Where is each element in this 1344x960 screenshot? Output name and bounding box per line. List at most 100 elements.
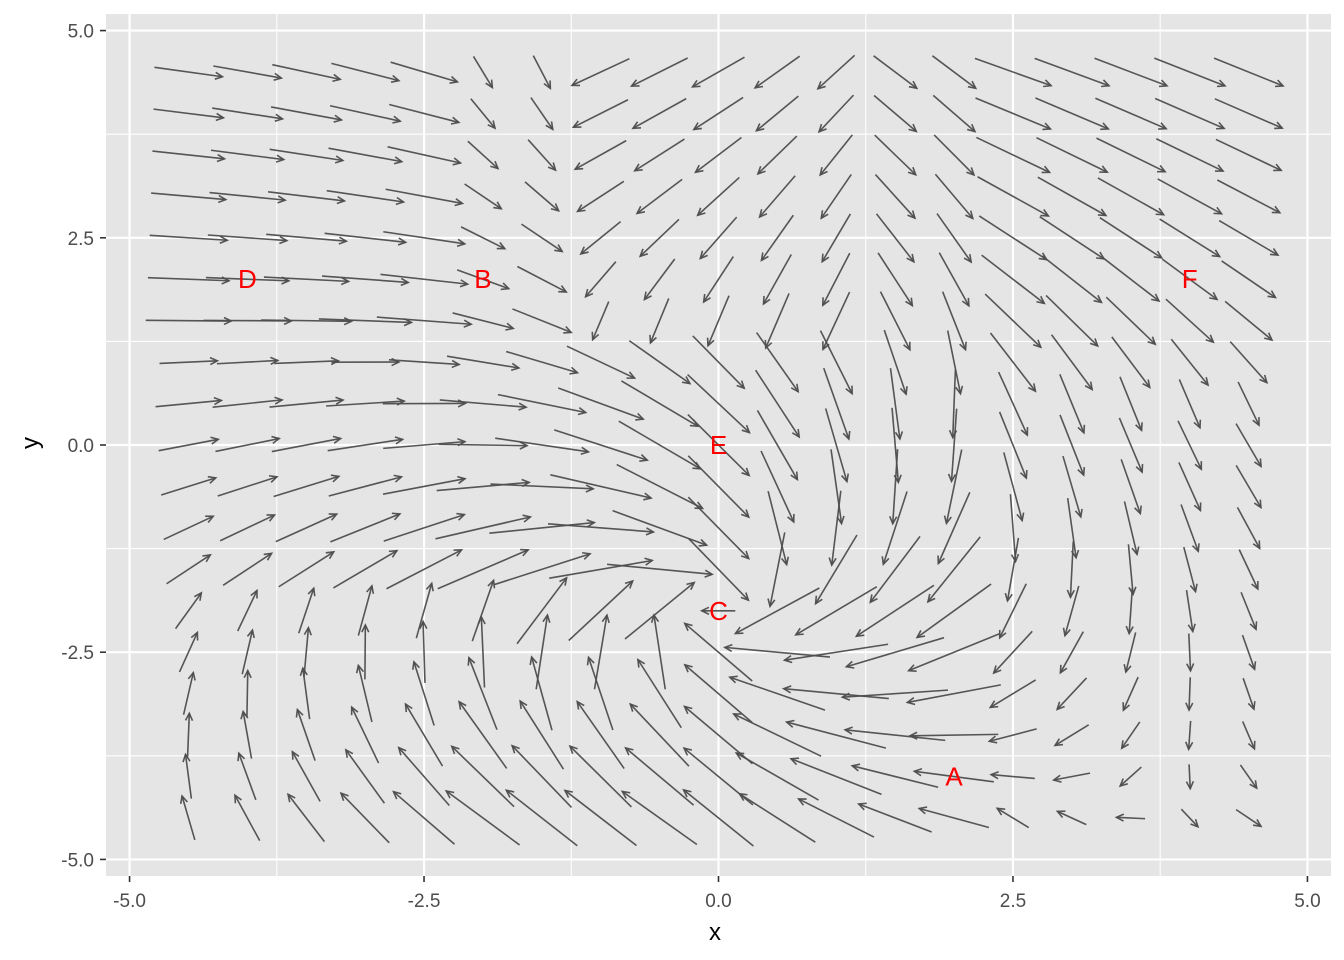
field-arrow bbox=[272, 63, 342, 82]
field-arrow bbox=[299, 666, 311, 720]
field-arrow bbox=[261, 317, 354, 326]
field-arrow bbox=[517, 265, 568, 293]
field-arrow bbox=[547, 523, 656, 536]
field-arrow bbox=[380, 273, 470, 288]
field-arrow bbox=[1034, 57, 1111, 88]
field-arrow bbox=[854, 584, 935, 638]
field-arrow bbox=[728, 675, 826, 711]
field-arrow bbox=[297, 586, 316, 634]
field-arrow bbox=[936, 213, 973, 264]
field-arrow bbox=[926, 536, 981, 604]
field-arrow bbox=[946, 330, 964, 396]
field-arrow bbox=[1177, 420, 1203, 471]
field-arrow bbox=[1102, 256, 1161, 303]
field-arrow bbox=[1178, 462, 1202, 513]
field-arrow bbox=[286, 792, 326, 843]
field-arrow bbox=[553, 429, 649, 463]
field-arrow bbox=[163, 515, 215, 541]
field-arrow bbox=[1059, 374, 1086, 435]
field-arrow bbox=[467, 140, 500, 170]
field-arrow bbox=[1242, 677, 1256, 711]
field-arrow bbox=[1157, 178, 1224, 215]
field-arrow bbox=[850, 763, 939, 789]
field-arrow bbox=[905, 684, 1001, 706]
field-arrow bbox=[593, 613, 610, 690]
field-arrow bbox=[390, 61, 460, 84]
field-arrow bbox=[1111, 336, 1151, 389]
field-arrow bbox=[816, 54, 856, 90]
field-arrow bbox=[222, 552, 274, 586]
field-arrow bbox=[213, 65, 284, 81]
field-arrow bbox=[696, 176, 740, 217]
field-arrow bbox=[570, 57, 630, 87]
field-arrow bbox=[586, 655, 614, 731]
field-arrow bbox=[1183, 546, 1198, 594]
field-arrow bbox=[683, 663, 753, 724]
field-arrow bbox=[682, 788, 754, 847]
field-arrow bbox=[1120, 459, 1142, 516]
field-arrow bbox=[579, 221, 622, 256]
field-arrow bbox=[464, 183, 503, 210]
field-arrow bbox=[755, 332, 800, 394]
field-arrow bbox=[1236, 506, 1261, 551]
field-arrow bbox=[415, 581, 434, 639]
field-arrow bbox=[303, 625, 313, 677]
field-arrow bbox=[1114, 813, 1146, 822]
field-arrow bbox=[989, 332, 1037, 393]
field-arrow bbox=[152, 150, 227, 163]
field-arrow bbox=[756, 135, 798, 176]
field-arrow bbox=[519, 699, 565, 770]
y-tick-label: 2.5 bbox=[68, 229, 94, 250]
field-arrow bbox=[1094, 57, 1169, 88]
field-arrow bbox=[166, 553, 212, 585]
field-arrow bbox=[830, 449, 845, 526]
field-arrow bbox=[873, 55, 919, 90]
field-arrow bbox=[879, 291, 911, 352]
field-arrow bbox=[998, 411, 1028, 480]
field-arrow bbox=[1105, 296, 1157, 346]
field-arrow bbox=[948, 369, 958, 440]
field-arrow bbox=[510, 744, 573, 808]
field-arrow bbox=[981, 254, 1046, 305]
field-arrow bbox=[1170, 338, 1210, 387]
field-arrow bbox=[820, 174, 852, 220]
field-arrow bbox=[794, 586, 878, 636]
x-tick-label: -5.0 bbox=[113, 891, 146, 912]
field-arrow bbox=[1185, 589, 1196, 634]
field-arrow bbox=[683, 705, 754, 765]
field-arrow bbox=[732, 713, 822, 757]
field-arrow bbox=[764, 293, 790, 350]
field-arrow bbox=[361, 623, 370, 680]
field-arrow bbox=[383, 230, 467, 247]
field-arrow bbox=[1185, 677, 1194, 712]
field-arrow bbox=[683, 622, 753, 682]
field-arrow bbox=[1035, 97, 1110, 131]
field-arrow bbox=[1218, 219, 1280, 257]
field-arrow bbox=[932, 94, 977, 133]
field-arrow bbox=[737, 792, 816, 843]
field-arrow bbox=[549, 557, 655, 579]
field-arrow bbox=[1221, 260, 1277, 299]
field-arrow bbox=[151, 192, 228, 204]
field-arrow bbox=[1059, 414, 1086, 477]
field-arrow bbox=[344, 748, 386, 804]
field-arrow bbox=[733, 587, 820, 635]
point-label-e: E bbox=[710, 430, 727, 460]
field-arrow bbox=[458, 700, 508, 769]
field-arrow bbox=[1062, 455, 1083, 519]
field-arrow bbox=[699, 216, 738, 260]
field-arrow bbox=[328, 147, 404, 165]
field-arrow bbox=[987, 728, 1037, 744]
field-arrow bbox=[490, 483, 596, 493]
field-arrow bbox=[1239, 764, 1258, 790]
field-arrow bbox=[889, 368, 904, 441]
field-arrow bbox=[687, 373, 751, 434]
field-arrow bbox=[975, 97, 1053, 131]
field-arrow bbox=[1059, 631, 1085, 675]
field-arrow bbox=[931, 55, 978, 90]
field-arrow bbox=[984, 293, 1043, 349]
field-arrow bbox=[1165, 298, 1215, 344]
field-arrow bbox=[273, 474, 341, 498]
point-label-c: C bbox=[709, 596, 728, 626]
field-arrow bbox=[1097, 177, 1166, 216]
